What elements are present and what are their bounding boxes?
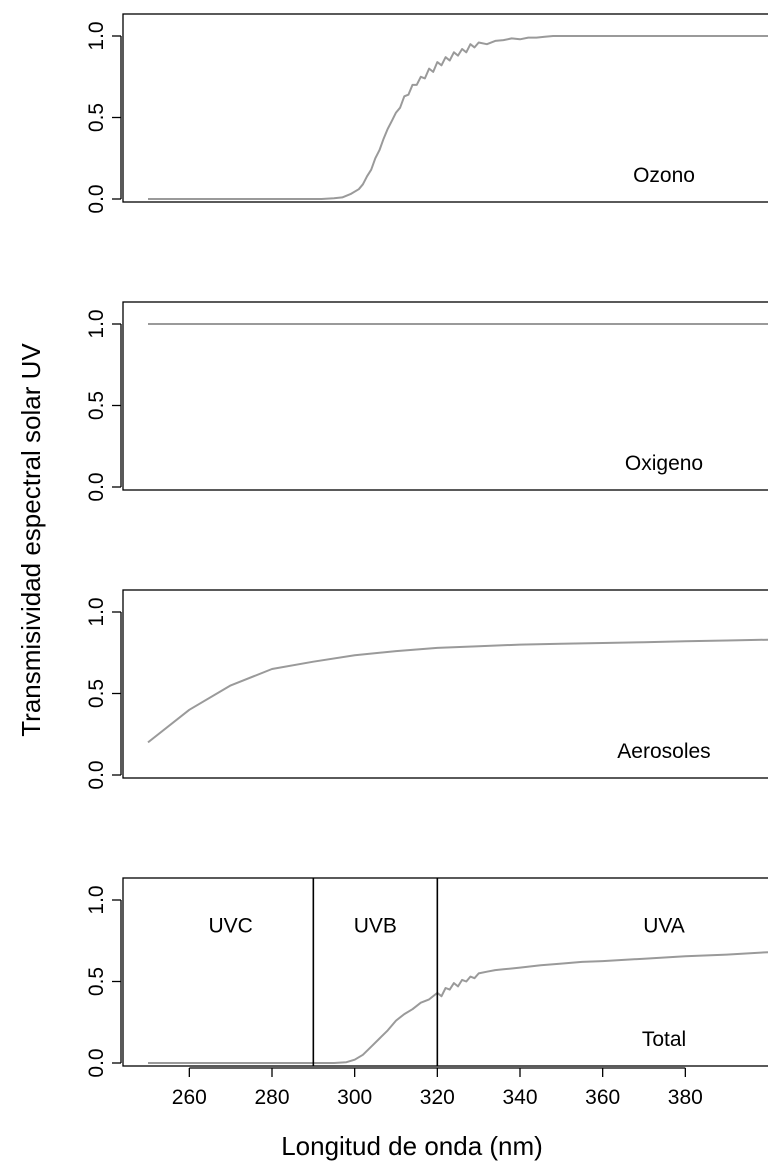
plot-frame xyxy=(122,13,768,203)
plot-frame xyxy=(122,301,768,491)
panel-oxigeno: 0.0 0.5 1.0 Oxigeno xyxy=(85,301,768,502)
panels: 0.0 0.5 1.0 Ozono 0.0 0.5 1.0 Oxigeno 0.0 0.5 1.0 A… xyxy=(85,13,768,1109)
y-tick-label: 0.5 xyxy=(85,967,108,996)
x-tick-label: 320 xyxy=(420,1086,455,1109)
band-label-uvc: UVC xyxy=(208,914,252,937)
y-axis-title: Transmisividad espectral solar UV xyxy=(16,343,46,737)
y-tick-label: 0.5 xyxy=(85,103,108,132)
y-tick-label: 0.5 xyxy=(85,679,108,708)
x-tick-label: 300 xyxy=(337,1086,372,1109)
y-tick-label: 1.0 xyxy=(85,309,108,338)
panel-aerosoles: 0.0 0.5 1.0 Aerosoles xyxy=(85,589,768,790)
band-label-uva: UVA xyxy=(643,914,685,937)
y-tick-label: 0.0 xyxy=(85,184,108,213)
curve-total xyxy=(148,951,768,1064)
panel-ozono: 0.0 0.5 1.0 Ozono xyxy=(85,13,768,214)
y-tick-label: 1.0 xyxy=(85,21,108,50)
panel-total: 0.0 0.5 1.0 Total UVC UVB UVA 260 280 300 320 340 36… xyxy=(85,877,768,1109)
panel-label: Oxigeno xyxy=(625,452,703,475)
x-tick-label: 280 xyxy=(254,1086,289,1109)
band-label-uvb: UVB xyxy=(354,914,397,937)
plot-frame xyxy=(122,877,768,1067)
x-tick-label: 260 xyxy=(172,1086,207,1109)
panel-label: Aerosoles xyxy=(617,740,710,763)
y-tick-label: 1.0 xyxy=(85,885,108,914)
x-tick-label: 380 xyxy=(668,1086,703,1109)
y-tick-label: 0.0 xyxy=(85,472,108,501)
panel-label: Ozono xyxy=(633,164,695,187)
x-tick-label: 340 xyxy=(502,1086,537,1109)
plot-frame xyxy=(122,589,768,779)
x-tick-label: 360 xyxy=(585,1086,620,1109)
y-tick-label: 0.0 xyxy=(85,760,108,789)
y-tick-label: 1.0 xyxy=(85,597,108,626)
curve-aerosoles xyxy=(147,638,768,744)
y-tick-label: 0.0 xyxy=(85,1048,108,1077)
panel-label: Total xyxy=(642,1028,686,1051)
curve-ozono xyxy=(148,35,768,200)
y-tick-label: 0.5 xyxy=(85,391,108,420)
x-axis-title: Longitud de onda (nm) xyxy=(281,1131,543,1161)
